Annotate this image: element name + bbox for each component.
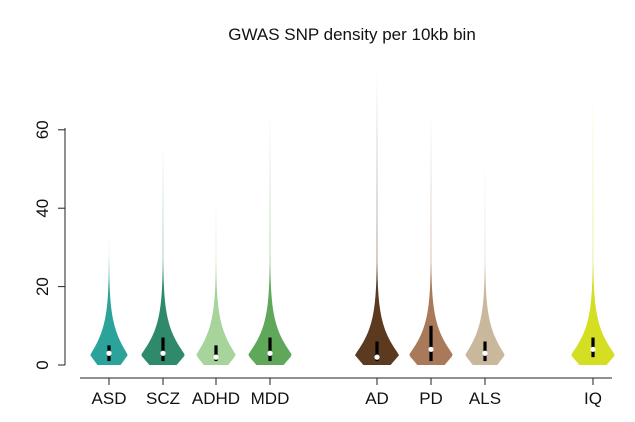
y-tick-label: 40: [33, 199, 52, 218]
violin-pd: [409, 110, 453, 365]
x-tick-label: ALS: [469, 389, 501, 408]
violin-asd: [90, 235, 128, 365]
median-dot-asd: [106, 350, 112, 356]
chart-title: GWAS SNP density per 10kb bin: [228, 25, 476, 44]
violin-scz: [141, 145, 185, 365]
iqr-bar-mdd: [268, 337, 272, 362]
x-tick-label: AD: [365, 389, 389, 408]
x-tick-label: IQ: [584, 389, 602, 408]
x-tick-label: PD: [419, 389, 443, 408]
violin-iq: [571, 86, 615, 366]
median-dot-iq: [590, 346, 596, 352]
median-dot-adhd: [213, 354, 219, 360]
x-tick-label: ASD: [92, 389, 127, 408]
violin-ad: [355, 71, 399, 365]
y-tick-label: 60: [33, 120, 52, 139]
x-axis-ticks: ASD SCZ ADHD MDD AD PD ALS IQ: [92, 378, 602, 408]
median-dot-scz: [160, 350, 166, 356]
iqr-bar-scz: [161, 337, 165, 362]
median-dot-mdd: [267, 350, 273, 356]
iqr-bar-ad: [375, 341, 379, 362]
y-tick-label: 0: [33, 360, 52, 369]
violin-adhd: [196, 188, 236, 365]
x-tick-label: ADHD: [192, 389, 240, 408]
iqr-bar-adhd: [214, 345, 218, 362]
violin-series: [90, 71, 615, 366]
y-axis-ticks: 0 20 40 60: [33, 120, 65, 370]
median-dot-als: [482, 350, 488, 356]
violin-mdd: [248, 110, 292, 365]
median-dot-pd: [428, 346, 434, 352]
x-tick-label: SCZ: [146, 389, 180, 408]
median-dot-ad: [374, 354, 380, 360]
x-tick-label: MDD: [251, 389, 290, 408]
y-tick-label: 20: [33, 277, 52, 296]
iqr-bar-pd: [429, 325, 433, 362]
violin-als: [465, 157, 505, 365]
